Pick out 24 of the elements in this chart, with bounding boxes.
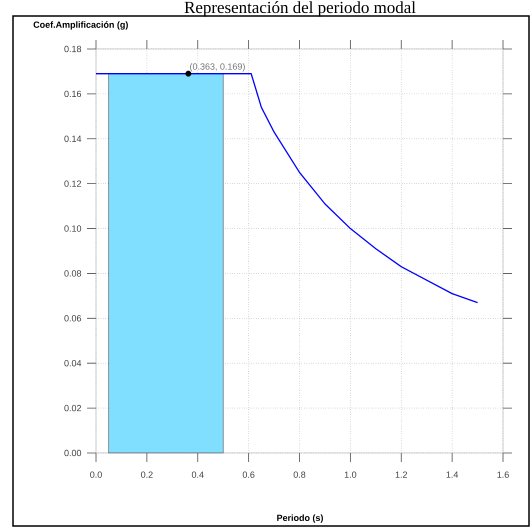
y-tick-label: 0.02 xyxy=(64,404,82,412)
x-tick-label: 1.4 xyxy=(446,472,458,478)
x-tick-label: 0.4 xyxy=(192,472,204,478)
y-tick-label: 0.00 xyxy=(64,450,82,456)
line-series xyxy=(95,73,478,304)
x-tick-label: 0.0 xyxy=(90,472,102,478)
x-tick-label: 0.2 xyxy=(140,472,153,478)
x-tick-label: 0.8 xyxy=(294,472,306,478)
y-axis-title: Coef.Amplificación (g) xyxy=(34,21,128,30)
y-tick-label: 0.18 xyxy=(64,46,82,52)
annotation: (0.363, 0.169) xyxy=(190,63,245,72)
y-tick-label: 0.10 xyxy=(64,225,82,232)
y-tick-label: 0.04 xyxy=(64,360,82,366)
x-tick-label: 1.2 xyxy=(396,472,408,478)
x-axis-title: Periodo (s) xyxy=(277,514,323,523)
x-tick-label: 0.6 xyxy=(242,472,254,478)
y-tick-label: 0.14 xyxy=(64,136,82,142)
y-tick-label: 0.08 xyxy=(64,270,82,277)
y-tick-label: 0.12 xyxy=(64,180,82,187)
x-tick-label: 1.6 xyxy=(497,472,509,478)
chart-title: Representación del periodo modal xyxy=(184,1,416,17)
y-tick-label: 0.16 xyxy=(64,90,82,98)
x-tick-label: 1.0 xyxy=(344,472,356,478)
y-tick-label: 0.06 xyxy=(64,315,82,322)
